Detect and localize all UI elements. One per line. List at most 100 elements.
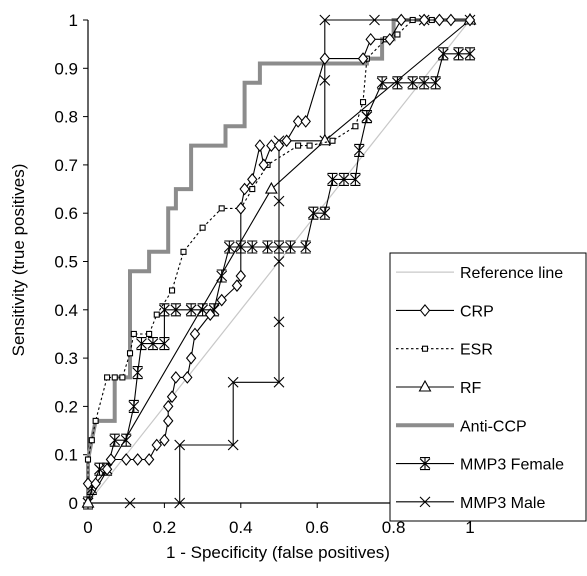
point-crp bbox=[365, 32, 376, 46]
point-esr bbox=[104, 374, 111, 381]
y-tick-label: 0.4 bbox=[54, 301, 78, 320]
series-line-rf bbox=[87, 19, 471, 504]
legend-label-esr: ESR bbox=[460, 342, 493, 359]
point-crp bbox=[82, 477, 94, 491]
legend-label-mmp3-female: MMP3 Female bbox=[460, 457, 564, 474]
point-mmp3-female bbox=[464, 47, 476, 61]
point-mmp3-female bbox=[223, 240, 235, 254]
point-crp bbox=[292, 115, 304, 128]
point-rf bbox=[318, 133, 332, 146]
point-esr bbox=[306, 142, 313, 149]
x-tick-label: 0.2 bbox=[153, 518, 177, 537]
point-mmp3-female bbox=[185, 303, 197, 317]
point-esr bbox=[218, 205, 225, 212]
point-mmp3-male bbox=[273, 376, 285, 388]
legend-label-mmp3-male: MMP3 Male bbox=[460, 495, 545, 512]
point-crp bbox=[163, 414, 174, 428]
legend: Reference line CRP ESR RF Anti-CCP MMP3 Femal… bbox=[389, 252, 587, 522]
point-mmp3-male bbox=[319, 14, 331, 26]
legend-marker-rf bbox=[418, 379, 432, 392]
legend-marker-crp bbox=[419, 304, 431, 317]
point-mmp3-female bbox=[418, 76, 430, 90]
legend-item-mmp3-male: MMP3 Male bbox=[396, 495, 545, 512]
point-crp bbox=[185, 351, 197, 365]
legend-marker-esr bbox=[421, 345, 429, 352]
legend-item-mmp3-female: MMP3 Female bbox=[396, 457, 564, 474]
point-crp bbox=[235, 202, 247, 215]
point-mmp3-female bbox=[94, 462, 105, 476]
point-crp bbox=[189, 327, 201, 341]
point-mmp3-male bbox=[227, 376, 239, 388]
point-mmp3-female bbox=[128, 399, 140, 413]
point-crp bbox=[170, 371, 182, 384]
point-mmp3-female bbox=[437, 47, 449, 61]
legend-label-anti-ccp: Anti-CCP bbox=[460, 418, 527, 435]
point-crp bbox=[166, 390, 178, 404]
point-mmp3-male bbox=[174, 497, 186, 509]
point-esr bbox=[295, 142, 302, 149]
point-esr bbox=[111, 374, 118, 381]
point-mmp3-female bbox=[197, 303, 208, 317]
axes: 0 0.2 0.4 0.6 0.8 1 0 0.1 0.2 0.3 0.4 0.5 0.6 0.7 0.8 0… bbox=[54, 11, 474, 537]
point-esr bbox=[329, 137, 336, 144]
point-rf bbox=[264, 181, 278, 194]
point-crp bbox=[143, 453, 155, 466]
point-mmp3-female bbox=[262, 240, 273, 254]
point-esr bbox=[84, 456, 92, 463]
legend-label-rf: RF bbox=[460, 380, 482, 397]
point-mmp3-female bbox=[361, 110, 373, 124]
legend-item-crp: CRP bbox=[396, 303, 494, 320]
x-tick-label: 0.8 bbox=[382, 518, 406, 537]
plot-area bbox=[81, 12, 477, 510]
point-esr bbox=[180, 248, 187, 255]
point-esr bbox=[359, 99, 367, 106]
point-mmp3-female bbox=[246, 240, 258, 254]
point-crp bbox=[254, 139, 266, 152]
y-tick-label: 0.7 bbox=[54, 156, 78, 175]
point-mmp3-female bbox=[353, 143, 365, 157]
x-tick-label: 0.4 bbox=[229, 518, 253, 537]
point-esr bbox=[92, 417, 99, 424]
point-crp bbox=[231, 279, 243, 293]
point-crp bbox=[464, 13, 476, 27]
point-mmp3-female bbox=[159, 337, 170, 351]
point-crp bbox=[159, 433, 170, 447]
point-esr bbox=[126, 350, 134, 357]
legend-item-esr: ESR bbox=[396, 342, 493, 359]
point-crp bbox=[120, 453, 132, 466]
point-crp bbox=[247, 173, 258, 186]
point-esr bbox=[199, 224, 206, 231]
point-mmp3-female bbox=[86, 481, 98, 496]
point-mmp3-female bbox=[392, 76, 403, 90]
y-tick-label: 0.8 bbox=[54, 108, 78, 127]
point-mmp3-male bbox=[319, 74, 331, 86]
y-tick-label: 0 bbox=[69, 494, 78, 513]
legend-label-crp: CRP bbox=[460, 303, 494, 320]
point-mmp3-female bbox=[407, 76, 419, 90]
y-tick-label: 0.9 bbox=[54, 59, 78, 78]
y-axis-label: Sensitivity (true positives) bbox=[9, 164, 28, 357]
point-crp bbox=[163, 400, 174, 413]
x-tick-label: 0 bbox=[83, 518, 92, 537]
point-crp bbox=[300, 115, 311, 128]
point-mmp3-female bbox=[376, 76, 388, 90]
point-crp bbox=[182, 371, 193, 384]
point-crp bbox=[101, 462, 113, 476]
point-mmp3-male bbox=[174, 439, 186, 451]
point-crp bbox=[90, 477, 101, 491]
point-mmp3-male bbox=[124, 497, 136, 509]
y-tick-label: 0.5 bbox=[54, 253, 78, 272]
y-tick-label: 0.3 bbox=[54, 349, 78, 368]
point-mmp3-female bbox=[319, 206, 331, 220]
point-mmp3-male bbox=[273, 316, 285, 328]
point-esr bbox=[352, 123, 359, 130]
point-mmp3-female bbox=[216, 269, 228, 283]
x-tick-label: 0.6 bbox=[305, 518, 329, 537]
point-crp bbox=[258, 158, 269, 172]
point-mmp3-female bbox=[109, 433, 121, 447]
legend-label-reference-line: Reference line bbox=[460, 265, 563, 282]
y-tick-label: 0.1 bbox=[54, 446, 78, 465]
point-mmp3-male bbox=[273, 256, 285, 267]
y-tick-label: 1 bbox=[69, 11, 78, 30]
point-mmp3-female bbox=[338, 172, 350, 186]
